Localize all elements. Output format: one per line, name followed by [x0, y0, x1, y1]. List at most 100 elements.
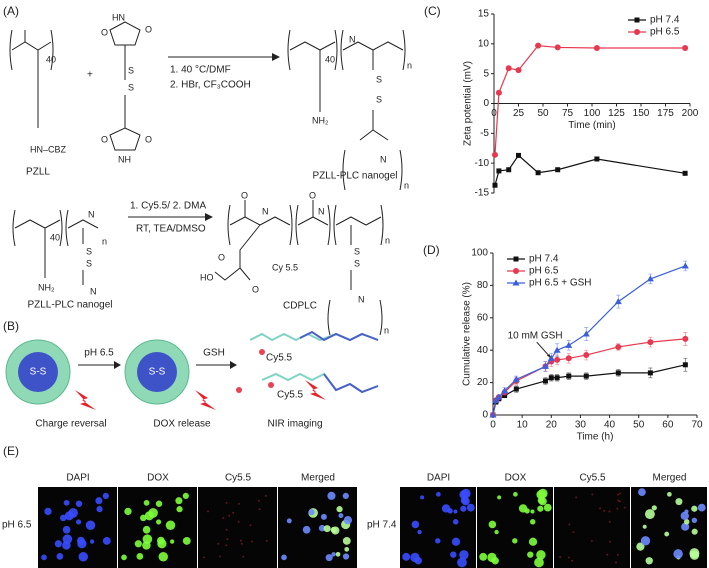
- cell: [323, 525, 331, 533]
- cell: [488, 520, 497, 529]
- cell: [143, 499, 150, 506]
- cell: [44, 507, 52, 516]
- cell: [225, 544, 228, 547]
- marker: [582, 330, 590, 337]
- atom: N: [358, 294, 365, 304]
- cell: [536, 489, 546, 500]
- condition: 2. HBr, CF₃COOH: [170, 80, 251, 91]
- cell: [618, 500, 621, 503]
- cell: [257, 499, 260, 502]
- cell: [590, 539, 593, 542]
- cell: [616, 553, 619, 556]
- condition: 1. Cy5.5/ 2. DMA: [130, 201, 206, 212]
- x-axis-label: Time (h): [577, 432, 614, 443]
- cell: [142, 534, 153, 544]
- cell: [85, 520, 96, 530]
- cell: [281, 554, 287, 561]
- laser-icon: [195, 390, 216, 410]
- compound-name: PZLL-PLC nanogel: [27, 300, 112, 311]
- dye-label: Cy5.5: [266, 353, 293, 364]
- marker: [615, 343, 622, 350]
- cell: [242, 555, 245, 558]
- micrograph: [38, 487, 117, 568]
- cell: [417, 529, 422, 535]
- cell: [302, 525, 311, 534]
- cell: [62, 534, 73, 544]
- cell: [134, 540, 142, 548]
- cell: [606, 553, 609, 556]
- cell: [331, 552, 336, 557]
- channel-label: DOX: [505, 473, 527, 484]
- marker: [515, 67, 522, 74]
- marker: [492, 396, 500, 403]
- plus: +: [87, 70, 93, 81]
- cell: [691, 517, 698, 523]
- subscript: n: [385, 235, 390, 245]
- atom: N: [349, 34, 356, 44]
- marker: [583, 352, 590, 359]
- marker: [513, 268, 519, 274]
- panel-a: (A) 40 HN‒CBZ PZLL + HN O O S S O O NH 1…: [3, 4, 412, 335]
- cell: [414, 557, 422, 565]
- cell: [142, 525, 151, 534]
- cell: [63, 499, 70, 506]
- arrow-head: [272, 53, 280, 61]
- marker: [535, 170, 541, 176]
- atom: NH₂: [38, 282, 55, 292]
- marker: [682, 335, 689, 342]
- atom: S: [376, 94, 382, 104]
- cell: [342, 553, 350, 560]
- marker: [647, 370, 653, 376]
- marker: [646, 275, 654, 282]
- core: [137, 352, 177, 392]
- legend-label: pH 6.5: [529, 266, 559, 277]
- cell: [452, 519, 459, 525]
- cell: [453, 509, 458, 514]
- cell: [228, 514, 231, 517]
- cell: [155, 500, 163, 507]
- x-tick-label: 40: [604, 420, 616, 431]
- disulfide: S-S: [30, 367, 47, 378]
- cell: [124, 507, 132, 516]
- micrograph: [198, 487, 277, 568]
- atom: HO: [200, 272, 214, 282]
- marker: [548, 375, 554, 381]
- condition: pH 6.5: [84, 348, 114, 359]
- subscript: n: [407, 60, 412, 70]
- cell: [614, 561, 617, 564]
- cell: [460, 505, 467, 512]
- polymer-chain: [323, 373, 379, 394]
- atom: O: [145, 134, 152, 144]
- x-tick-label: 0: [491, 108, 497, 119]
- x-tick-label: 50: [537, 108, 549, 119]
- cell: [436, 491, 441, 497]
- cell: [664, 531, 670, 537]
- cell: [121, 554, 127, 561]
- cell: [335, 551, 341, 557]
- x-tick-label: 200: [682, 108, 699, 119]
- cell: [459, 550, 469, 560]
- panel-label: (E): [3, 444, 19, 458]
- atom: S: [376, 74, 382, 84]
- subscript: n: [384, 325, 389, 335]
- cell: [176, 506, 183, 513]
- atom: O: [101, 134, 108, 144]
- cell: [651, 505, 657, 511]
- x-tick-label: 25: [513, 108, 525, 119]
- cell: [575, 496, 578, 499]
- cell: [203, 556, 206, 559]
- y-tick-label: 0: [483, 98, 489, 109]
- cell: [165, 520, 176, 530]
- marker: [541, 362, 549, 369]
- marker: [682, 170, 688, 176]
- marker: [495, 393, 503, 400]
- cell: [530, 509, 535, 514]
- x-tick-label: 75: [562, 108, 574, 119]
- row-label: pH 7.4: [367, 520, 397, 531]
- cell: [691, 528, 698, 535]
- marker: [492, 182, 498, 188]
- cell: [435, 538, 441, 544]
- cell: [697, 503, 706, 512]
